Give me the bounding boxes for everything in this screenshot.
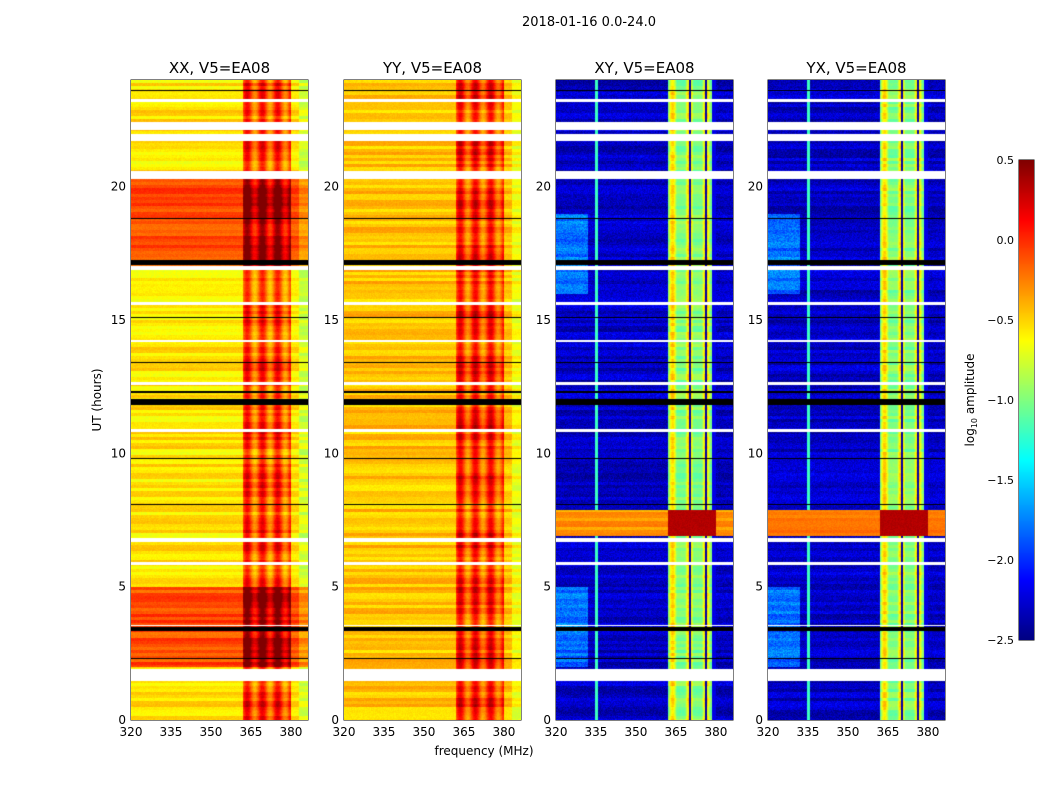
y-tick-label-1-4: 20: [324, 180, 339, 194]
y-tick-label-0-1: 5: [118, 580, 126, 594]
heatmap-1: [344, 80, 521, 720]
x-tick-label-2-3: 365: [665, 725, 688, 739]
colorbar-label: log10 amplitude: [963, 354, 979, 447]
x-tick-label-3-4: 380: [916, 725, 939, 739]
colorbar-tick-label-5: −2.0: [987, 554, 1014, 567]
y-tick-label-3-3: 15: [748, 313, 763, 327]
x-tick-label-0-4: 380: [279, 725, 302, 739]
x-tick-label-3-0: 320: [757, 725, 780, 739]
y-tick-label-0-3: 15: [111, 313, 126, 327]
y-tick-label-1-3: 15: [324, 313, 339, 327]
colorbar-tick-label-0: 0.5: [997, 154, 1015, 167]
heatmap-3: [768, 80, 945, 720]
y-tick-label-3-4: 20: [748, 180, 763, 194]
y-axis-label: UT (hours): [90, 368, 104, 431]
x-tick-label-1-1: 335: [373, 725, 396, 739]
x-tick-label-0-3: 365: [240, 725, 263, 739]
x-tick-label-0-0: 320: [120, 725, 143, 739]
y-tick-label-2-2: 10: [536, 446, 551, 460]
panel-title-3: YX, V5=EA08: [805, 59, 906, 77]
heatmap-0: [131, 80, 308, 720]
x-tick-label-2-2: 350: [625, 725, 648, 739]
y-tick-label-2-0: 0: [543, 713, 551, 727]
y-tick-label-2-3: 15: [536, 313, 551, 327]
y-tick-label-2-1: 5: [543, 580, 551, 594]
y-tick-label-1-2: 10: [324, 446, 339, 460]
x-tick-label-0-2: 350: [200, 725, 223, 739]
colorbar-tick-label-3: −1.0: [987, 394, 1014, 407]
y-tick-label-3-1: 5: [755, 580, 763, 594]
panel-title-2: XY, V5=EA08: [594, 59, 694, 77]
x-tick-label-2-1: 335: [585, 725, 608, 739]
colorbar-tick-label-6: −2.5: [987, 634, 1014, 647]
y-tick-label-0-4: 20: [111, 180, 126, 194]
colorbar-tick-label-1: 0.0: [997, 234, 1015, 247]
panel-title-0: XX, V5=EA08: [169, 59, 270, 77]
x-tick-label-3-1: 335: [797, 725, 820, 739]
x-tick-label-1-4: 380: [492, 725, 515, 739]
x-tick-label-2-0: 320: [545, 725, 568, 739]
colorbar-tick-label-4: −1.5: [987, 474, 1014, 487]
suptitle: 2018-01-16 0.0-24.0: [522, 15, 656, 30]
x-tick-label-1-2: 350: [413, 725, 436, 739]
y-tick-label-1-1: 5: [331, 580, 339, 594]
x-tick-label-2-4: 380: [704, 725, 727, 739]
colorbar-tick-label-2: −0.5: [987, 314, 1014, 327]
panel-title-1: YY, V5=EA08: [382, 59, 482, 77]
heatmap-2: [556, 80, 733, 720]
y-tick-label-3-0: 0: [755, 713, 763, 727]
x-axis-label: frequency (MHz): [434, 744, 533, 758]
colorbar: [1019, 160, 1034, 640]
y-tick-label-0-2: 10: [111, 446, 126, 460]
x-tick-label-3-3: 365: [877, 725, 900, 739]
x-tick-label-3-2: 350: [837, 725, 860, 739]
y-tick-label-1-0: 0: [331, 713, 339, 727]
x-tick-label-1-0: 320: [333, 725, 356, 739]
y-tick-label-2-4: 20: [536, 180, 551, 194]
x-tick-label-0-1: 335: [160, 725, 183, 739]
x-tick-label-1-3: 365: [453, 725, 476, 739]
y-tick-label-0-0: 0: [118, 713, 126, 727]
y-tick-label-3-2: 10: [748, 446, 763, 460]
